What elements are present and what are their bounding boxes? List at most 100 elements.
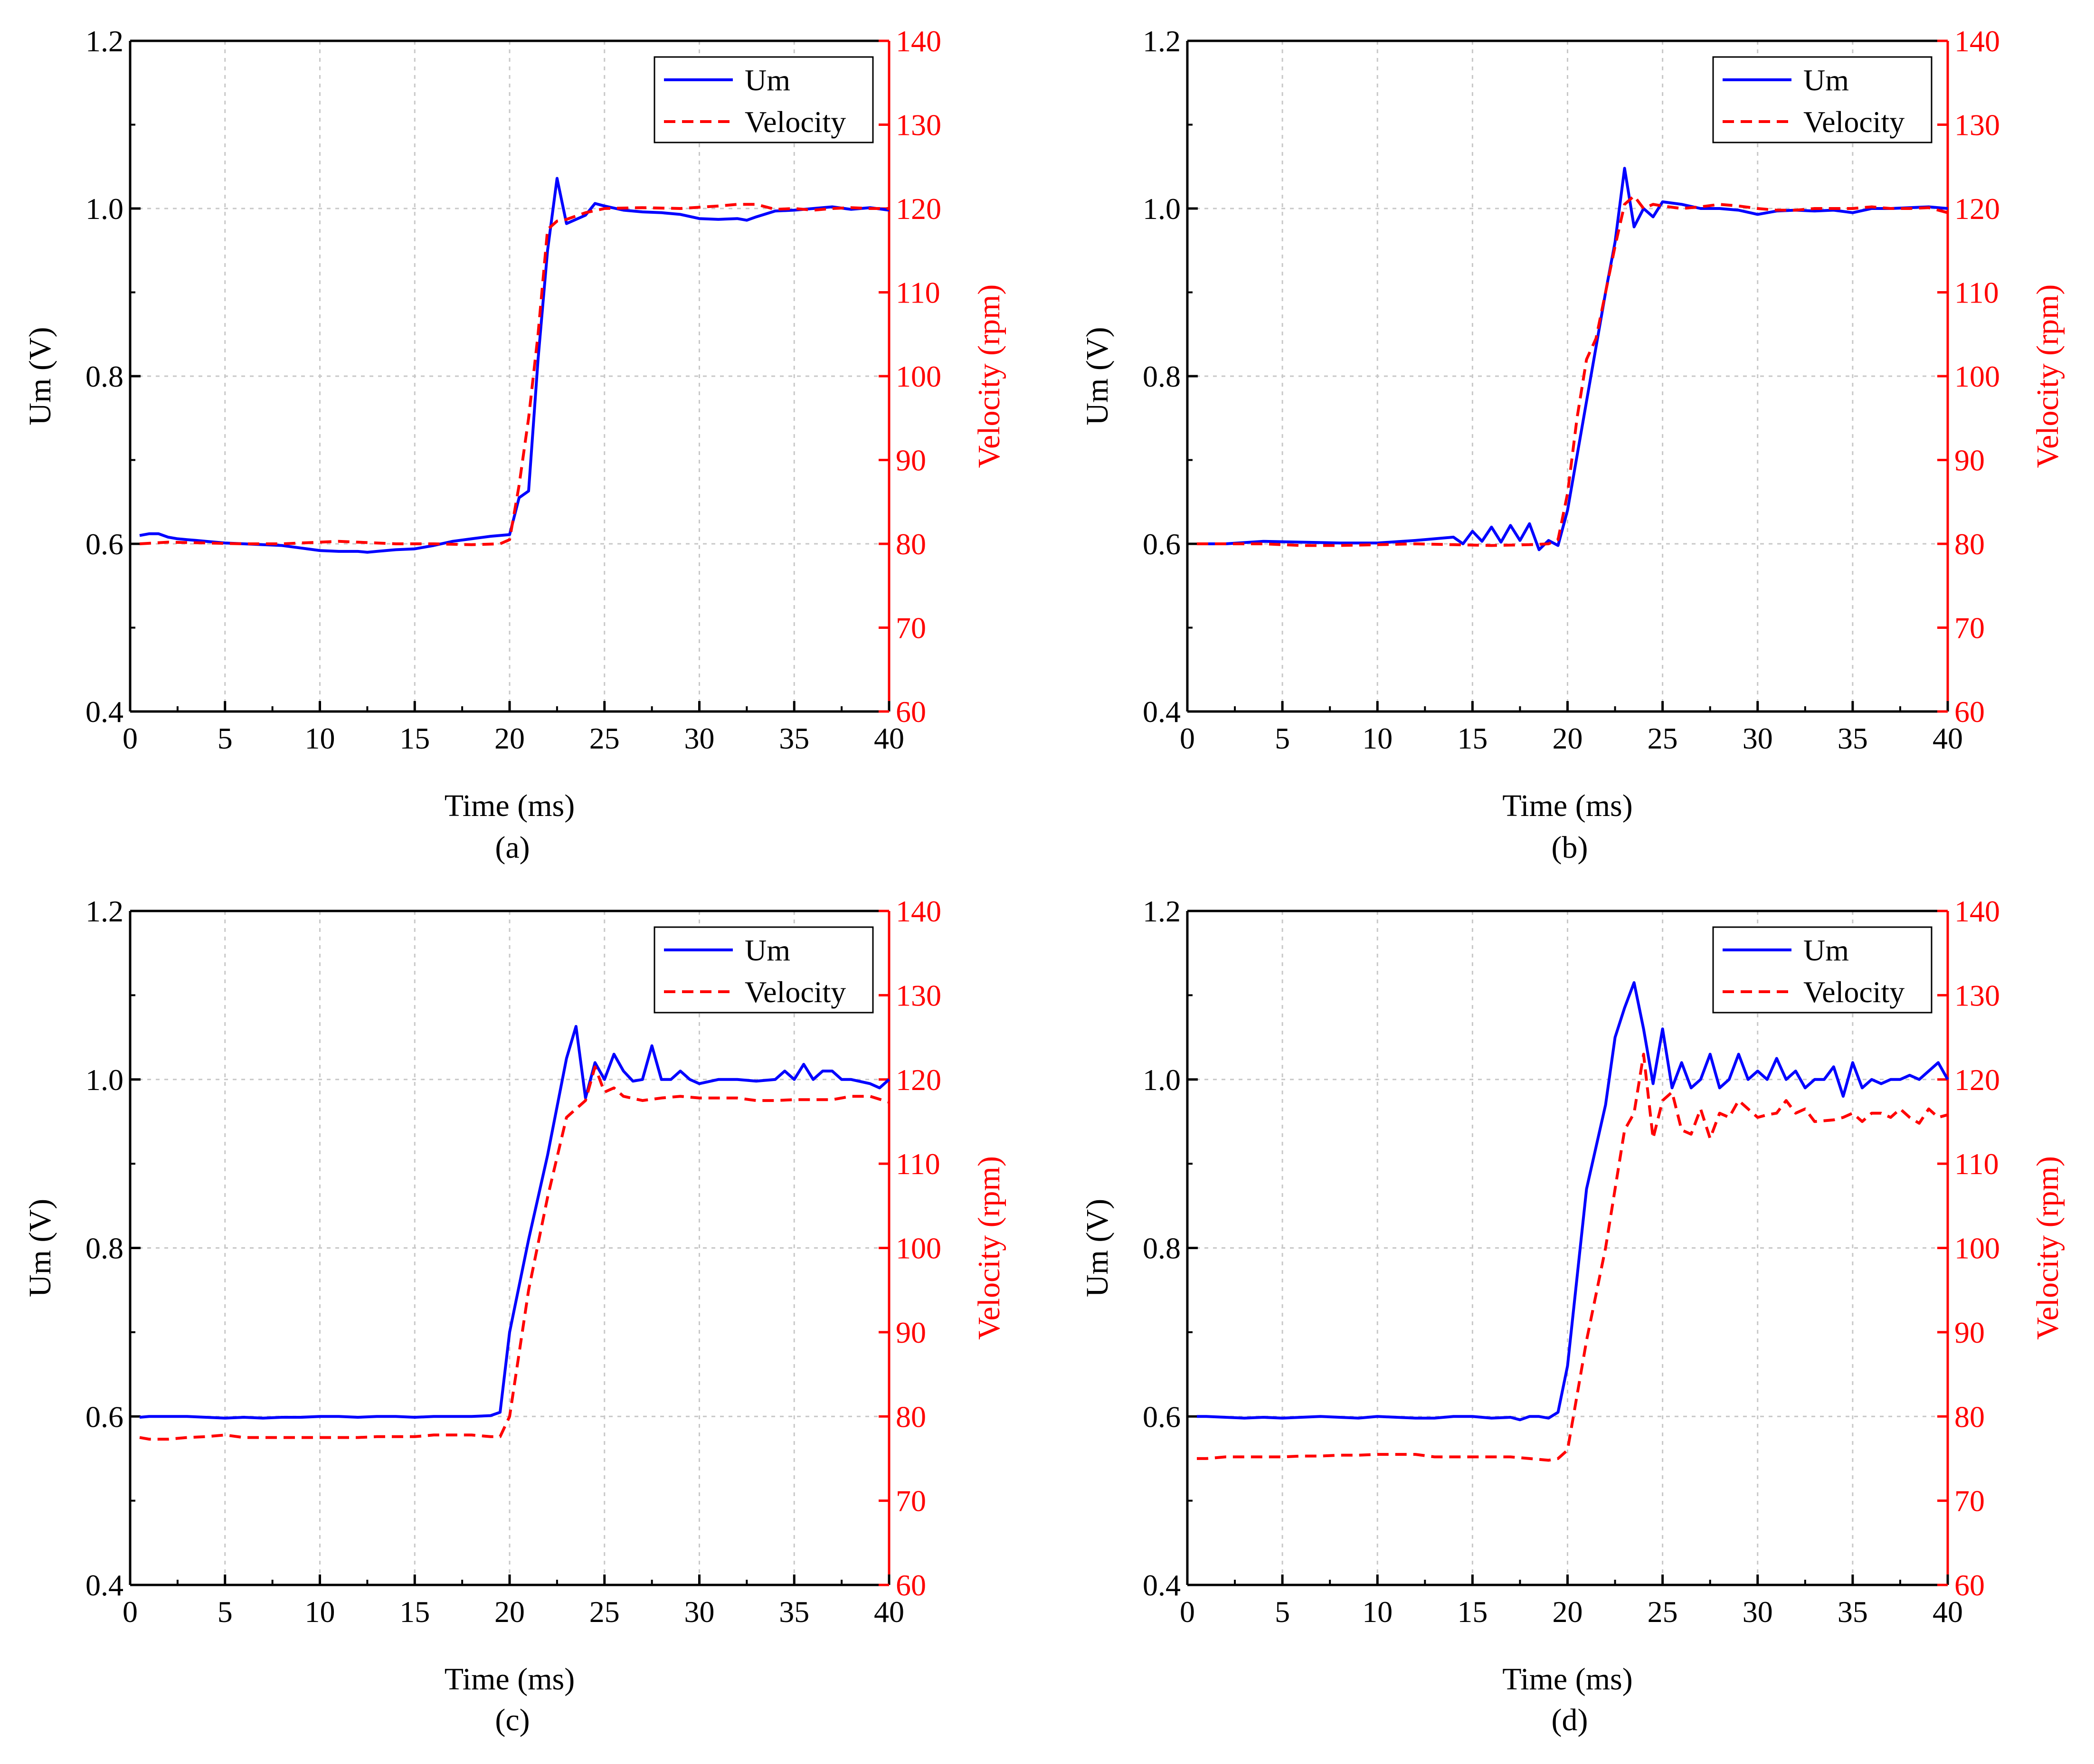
x-tick-label: 30 bbox=[1743, 721, 1773, 755]
x-tick-label: 30 bbox=[684, 721, 715, 755]
x-tick-label: 15 bbox=[399, 721, 430, 755]
y2-tick-label: 120 bbox=[1954, 1063, 2000, 1097]
x-tick-label: 0 bbox=[123, 1595, 138, 1629]
x-tick-label: 5 bbox=[218, 721, 233, 755]
y2-tick-label: 100 bbox=[896, 360, 941, 393]
y2-tick-label: 130 bbox=[1954, 108, 2000, 142]
y2-tick-label: 130 bbox=[1954, 978, 2000, 1012]
y2-tick-label: 120 bbox=[1954, 192, 2000, 226]
y-tick-label: 0.4 bbox=[85, 1568, 123, 1602]
y2-tick-label: 70 bbox=[1954, 611, 1985, 645]
x-tick-label: 0 bbox=[1180, 1595, 1195, 1629]
legend: Um Velocity bbox=[1712, 926, 1933, 1014]
x-tick-label: 35 bbox=[779, 1595, 809, 1629]
y-axis-title: Um (V) bbox=[23, 1199, 57, 1297]
y2-tick-label: 80 bbox=[896, 527, 926, 561]
legend-label-um: Um bbox=[745, 933, 790, 967]
legend-label-velocity: Velocity bbox=[1803, 105, 1904, 139]
y2-tick-label: 110 bbox=[1954, 1147, 1999, 1181]
um-series-line bbox=[139, 177, 890, 554]
x-tick-label: 5 bbox=[218, 1595, 233, 1629]
legend-label-velocity: Velocity bbox=[1803, 975, 1904, 1009]
y-tick-label: 0.6 bbox=[1143, 1400, 1181, 1433]
legend: Um Velocity bbox=[654, 926, 874, 1014]
y2-tick-label: 70 bbox=[1954, 1484, 1985, 1518]
x-tick-label: 35 bbox=[1838, 721, 1868, 755]
chart-panel-a: 0 5 10 15 20 25 30 35 40 0.4 0.6 0.8 1.0 1.2 60 70 80 90 1… bbox=[23, 24, 1006, 865]
x-tick-label: 0 bbox=[123, 721, 138, 755]
y2-tick-label: 110 bbox=[896, 1147, 940, 1181]
legend-label-velocity: Velocity bbox=[745, 105, 846, 139]
y2-tick-label: 120 bbox=[896, 192, 941, 226]
chart-panel-d: 0 5 10 15 20 25 30 35 40 0.4 0.6 0.8 1.0 1.2 60 70 80 90 1… bbox=[1080, 894, 2065, 1737]
y2-tick-label: 110 bbox=[896, 276, 940, 310]
legend-label-um: Um bbox=[1803, 933, 1849, 967]
x-tick-label: 10 bbox=[1362, 721, 1393, 755]
x-tick-label: 15 bbox=[399, 1595, 430, 1629]
x-tick-label: 15 bbox=[1457, 721, 1488, 755]
x-tick-label: 5 bbox=[1275, 1595, 1290, 1629]
y2-tick-label: 70 bbox=[896, 611, 926, 645]
y-tick-label: 0.6 bbox=[1143, 527, 1181, 561]
y-axis-title: Um (V) bbox=[1080, 1199, 1115, 1297]
y2-tick-label: 100 bbox=[1954, 360, 2000, 393]
x-tick-label: 40 bbox=[874, 1595, 904, 1629]
y2-tick-label: 80 bbox=[1954, 1400, 1985, 1433]
x-tick-label: 0 bbox=[1180, 721, 1195, 755]
legend: Um Velocity bbox=[654, 56, 874, 143]
y-tick-label: 1.2 bbox=[85, 894, 123, 928]
y-tick-label: 1.2 bbox=[85, 24, 123, 58]
x-tick-label: 40 bbox=[874, 721, 904, 755]
x-tick-label: 40 bbox=[1933, 1595, 1963, 1629]
velocity-series-line bbox=[1197, 194, 1948, 547]
y2-tick-label: 60 bbox=[1954, 695, 1985, 729]
x-tick-label: 30 bbox=[1743, 1595, 1773, 1629]
y2-tick-label: 80 bbox=[896, 1400, 926, 1433]
velocity-series-line bbox=[139, 203, 889, 546]
y2-tick-label: 60 bbox=[896, 695, 926, 729]
x-tick-label: 20 bbox=[1553, 721, 1583, 755]
y-tick-label: 1.2 bbox=[1143, 894, 1181, 928]
x-tick-label: 10 bbox=[305, 1595, 335, 1629]
y2-tick-label: 140 bbox=[1954, 24, 2000, 58]
y-tick-label: 1.0 bbox=[1143, 192, 1181, 226]
y-tick-label: 0.8 bbox=[1143, 1232, 1181, 1265]
x-axis-title: Time (ms) bbox=[445, 788, 575, 823]
y-axis-title: Um (V) bbox=[23, 327, 57, 425]
y-tick-label: 0.4 bbox=[85, 695, 123, 729]
x-axis-title: Time (ms) bbox=[1502, 1662, 1632, 1697]
y-tick-label: 1.0 bbox=[85, 1063, 123, 1097]
x-axis-title: Time (ms) bbox=[1502, 788, 1632, 823]
legend-box bbox=[654, 56, 874, 143]
y-tick-label: 0.6 bbox=[85, 527, 123, 561]
legend-label-um: Um bbox=[1803, 63, 1849, 97]
x-tick-label: 25 bbox=[589, 721, 620, 755]
um-series-line bbox=[1197, 981, 1949, 1422]
panel-caption: (b) bbox=[1552, 830, 1588, 865]
x-tick-label: 15 bbox=[1457, 1595, 1488, 1629]
y2-tick-label: 90 bbox=[1954, 444, 1985, 477]
legend-box bbox=[654, 926, 874, 1014]
velocity-series-line bbox=[1197, 1053, 1948, 1462]
y2-axis-title: Velocity (rpm) bbox=[972, 1156, 1006, 1340]
y-tick-label: 0.8 bbox=[85, 360, 123, 393]
y2-tick-label: 90 bbox=[896, 444, 926, 477]
x-tick-label: 35 bbox=[779, 721, 809, 755]
y2-tick-label: 110 bbox=[1954, 276, 1999, 310]
y2-tick-label: 80 bbox=[1954, 527, 1985, 561]
legend-box bbox=[1712, 926, 1933, 1014]
x-tick-label: 20 bbox=[494, 721, 525, 755]
legend: Um Velocity bbox=[1712, 56, 1933, 143]
x-tick-label: 20 bbox=[494, 1595, 525, 1629]
x-tick-label: 35 bbox=[1838, 1595, 1868, 1629]
y2-tick-label: 100 bbox=[1954, 1232, 2000, 1265]
y-tick-label: 0.8 bbox=[1143, 360, 1181, 393]
x-tick-label: 25 bbox=[589, 1595, 620, 1629]
um-series-line bbox=[1197, 167, 1948, 551]
y2-axis-title: Velocity (rpm) bbox=[2030, 1156, 2065, 1340]
panel-caption: (d) bbox=[1552, 1703, 1588, 1737]
y-tick-label: 1.0 bbox=[85, 192, 123, 226]
x-tick-label: 10 bbox=[305, 721, 335, 755]
y-tick-label: 0.8 bbox=[85, 1232, 123, 1265]
